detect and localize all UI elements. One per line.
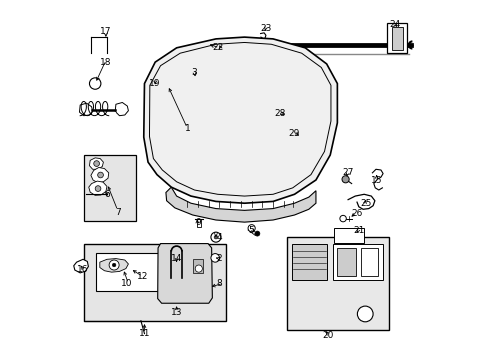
Bar (151, 83, 159, 89)
Circle shape (341, 176, 348, 183)
Text: 25: 25 (360, 199, 371, 208)
Polygon shape (74, 259, 88, 273)
Text: 29: 29 (288, 129, 300, 138)
Text: 6: 6 (104, 190, 110, 199)
Circle shape (195, 265, 202, 272)
Text: 22: 22 (212, 43, 223, 52)
Polygon shape (88, 181, 107, 195)
Bar (192, 258, 203, 273)
Circle shape (94, 161, 99, 166)
Bar (96, 253, 159, 291)
Text: 15: 15 (370, 176, 382, 185)
Polygon shape (196, 284, 216, 292)
Text: 23: 23 (260, 24, 271, 33)
Circle shape (254, 231, 259, 236)
Circle shape (357, 306, 372, 322)
Text: 1: 1 (184, 124, 190, 133)
Text: 14: 14 (171, 254, 182, 263)
Bar (391, 27, 402, 50)
Circle shape (297, 136, 305, 145)
Text: 12: 12 (137, 272, 148, 281)
Text: 2: 2 (216, 254, 222, 263)
Circle shape (247, 225, 255, 232)
Text: 5: 5 (248, 225, 254, 234)
Text: 11: 11 (139, 329, 150, 338)
Polygon shape (165, 187, 315, 222)
Circle shape (192, 73, 198, 80)
Text: 19: 19 (149, 79, 161, 88)
Text: 7: 7 (115, 208, 121, 217)
Text: 20: 20 (322, 331, 333, 340)
Bar (84, 155, 136, 221)
Bar (332, 244, 382, 280)
Text: 21: 21 (352, 225, 364, 234)
Polygon shape (91, 167, 108, 183)
Bar (291, 244, 326, 280)
Circle shape (98, 172, 103, 178)
Circle shape (89, 78, 101, 89)
Polygon shape (143, 37, 337, 203)
Text: 9: 9 (195, 219, 201, 228)
Bar (287, 237, 388, 330)
Bar (149, 82, 160, 90)
Text: 10: 10 (121, 279, 132, 288)
Text: 26: 26 (350, 210, 362, 219)
Circle shape (112, 263, 116, 267)
Text: 3: 3 (191, 68, 197, 77)
Text: 4: 4 (216, 233, 222, 242)
Bar (333, 228, 364, 243)
Bar (197, 219, 201, 227)
Polygon shape (115, 103, 128, 116)
Polygon shape (100, 258, 128, 272)
Polygon shape (157, 244, 212, 303)
Text: 27: 27 (342, 168, 353, 177)
Bar (360, 248, 378, 276)
Polygon shape (80, 103, 93, 116)
Circle shape (109, 260, 119, 270)
Bar (283, 111, 316, 141)
Text: 17: 17 (100, 27, 111, 36)
Text: 28: 28 (274, 109, 285, 118)
Text: 13: 13 (170, 308, 182, 317)
Text: 24: 24 (388, 20, 399, 29)
Bar (386, 23, 406, 53)
Circle shape (214, 235, 217, 239)
Circle shape (210, 232, 221, 242)
Bar (84, 244, 225, 321)
Text: 16: 16 (77, 265, 89, 274)
Text: 8: 8 (216, 279, 222, 288)
Polygon shape (89, 158, 103, 169)
Circle shape (95, 186, 101, 192)
Bar (278, 107, 320, 148)
Circle shape (339, 215, 346, 222)
Circle shape (210, 253, 219, 262)
Bar (336, 248, 356, 276)
Polygon shape (149, 42, 330, 196)
Text: 18: 18 (100, 58, 111, 67)
